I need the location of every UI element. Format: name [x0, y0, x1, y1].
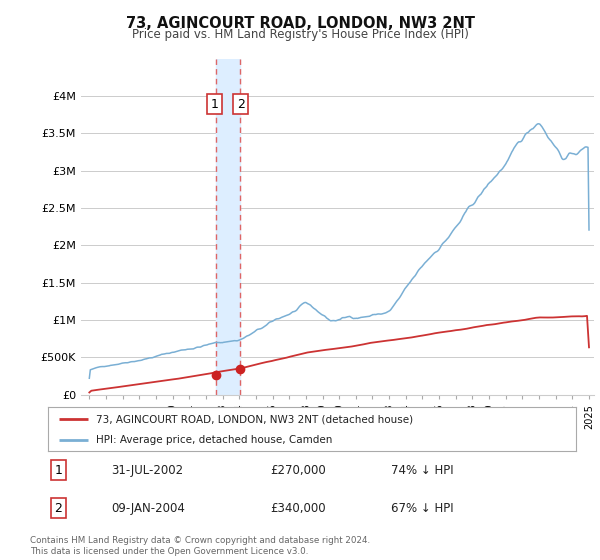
Text: Price paid vs. HM Land Registry's House Price Index (HPI): Price paid vs. HM Land Registry's House …	[131, 28, 469, 41]
Text: 1: 1	[211, 97, 218, 111]
Text: 1: 1	[55, 464, 62, 477]
Text: £340,000: £340,000	[270, 502, 325, 515]
Text: 74% ↓ HPI: 74% ↓ HPI	[391, 464, 454, 477]
Text: 73, AGINCOURT ROAD, LONDON, NW3 2NT (detached house): 73, AGINCOURT ROAD, LONDON, NW3 2NT (det…	[95, 414, 413, 424]
Text: 2: 2	[55, 502, 62, 515]
Text: 09-JAN-2004: 09-JAN-2004	[112, 502, 185, 515]
Text: HPI: Average price, detached house, Camden: HPI: Average price, detached house, Camd…	[95, 435, 332, 445]
Text: 67% ↓ HPI: 67% ↓ HPI	[391, 502, 454, 515]
Text: 31-JUL-2002: 31-JUL-2002	[112, 464, 184, 477]
Text: 73, AGINCOURT ROAD, LONDON, NW3 2NT: 73, AGINCOURT ROAD, LONDON, NW3 2NT	[125, 16, 475, 31]
Text: £270,000: £270,000	[270, 464, 326, 477]
Text: Contains HM Land Registry data © Crown copyright and database right 2024.
This d: Contains HM Land Registry data © Crown c…	[30, 536, 370, 556]
Bar	[215, 59, 240, 395]
Text: 2: 2	[236, 97, 245, 111]
